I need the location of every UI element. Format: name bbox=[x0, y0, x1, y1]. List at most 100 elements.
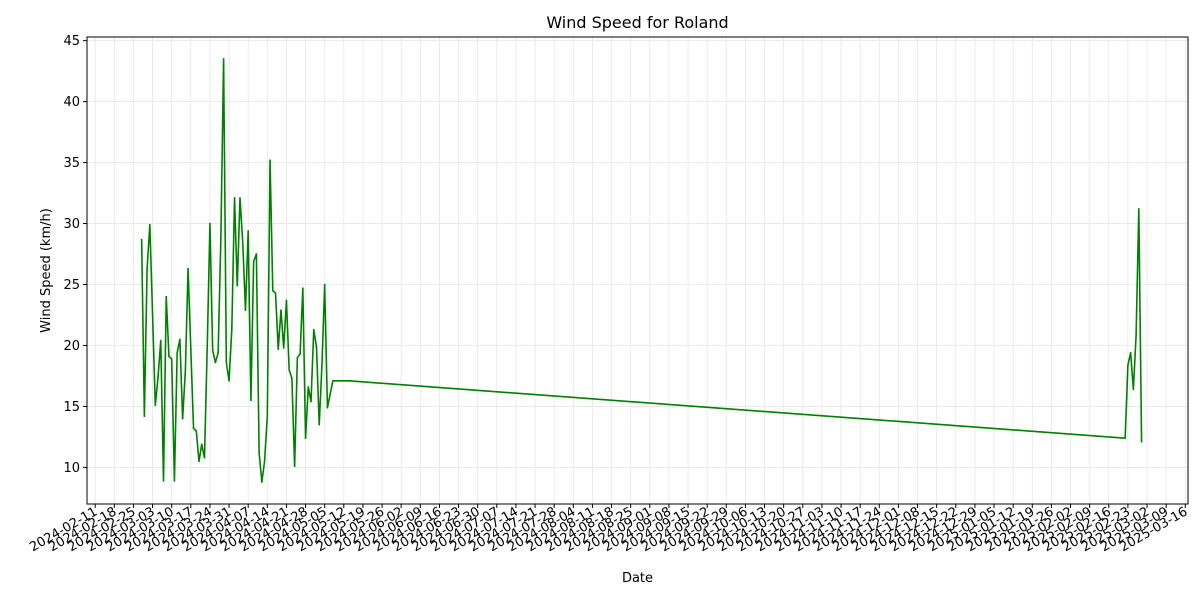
data-point bbox=[340, 380, 342, 382]
data-point bbox=[334, 380, 337, 382]
data-point bbox=[321, 364, 323, 366]
data-point bbox=[302, 287, 304, 289]
data-point bbox=[296, 356, 299, 359]
data-point bbox=[250, 399, 252, 402]
data-point bbox=[217, 352, 219, 354]
data-point bbox=[200, 443, 203, 446]
y-tick-label: 40 bbox=[63, 95, 80, 110]
y-axis-title: Wind Speed (km/h) bbox=[39, 208, 54, 333]
data-point bbox=[228, 380, 230, 382]
data-point bbox=[176, 352, 178, 354]
y-tick-label: 45 bbox=[63, 34, 80, 49]
data-point bbox=[1135, 334, 1137, 337]
y-tick-label: 10 bbox=[63, 461, 80, 476]
data-point bbox=[266, 415, 269, 418]
data-point bbox=[173, 480, 176, 482]
data-point bbox=[206, 347, 209, 349]
data-point bbox=[149, 223, 151, 226]
data-point bbox=[277, 348, 280, 350]
data-point bbox=[154, 404, 157, 407]
data-point bbox=[168, 355, 170, 358]
data-point bbox=[184, 370, 187, 372]
data-point bbox=[198, 460, 200, 463]
y-tick-label: 20 bbox=[63, 339, 80, 354]
data-point bbox=[348, 380, 351, 382]
plot-frame bbox=[86, 36, 1189, 505]
data-point bbox=[146, 267, 148, 270]
data-point bbox=[310, 400, 312, 403]
y-axis: 10 15 20 25 30 35 40 45 bbox=[63, 34, 87, 476]
data-point bbox=[326, 406, 329, 409]
data-point bbox=[222, 58, 225, 60]
data-point bbox=[211, 349, 214, 352]
data-point bbox=[252, 260, 255, 263]
data-point bbox=[271, 289, 274, 292]
grid-layer bbox=[87, 37, 1188, 504]
data-point bbox=[181, 417, 184, 420]
data-point bbox=[263, 460, 266, 463]
data-point bbox=[233, 197, 236, 199]
data-point bbox=[203, 456, 206, 459]
data-point bbox=[343, 380, 345, 382]
data-point bbox=[293, 465, 296, 468]
data-point bbox=[214, 361, 217, 364]
data-point bbox=[162, 480, 165, 482]
data-point bbox=[345, 380, 348, 382]
data-point bbox=[288, 369, 290, 371]
data-point bbox=[187, 267, 189, 270]
x-axis: 2024-02-112024-02-182024-02-252024-03-03… bbox=[27, 504, 1190, 555]
chart-title: Wind Speed for Roland bbox=[546, 13, 728, 32]
y-tick-label: 35 bbox=[63, 156, 80, 171]
data-point bbox=[247, 230, 249, 232]
data-point bbox=[190, 348, 192, 350]
data-point bbox=[1140, 441, 1143, 443]
data-point bbox=[261, 481, 263, 483]
data-point bbox=[258, 451, 260, 454]
data-point bbox=[312, 328, 315, 331]
data-point bbox=[329, 393, 331, 396]
data-point bbox=[140, 238, 143, 241]
data-point bbox=[332, 380, 334, 382]
data-point bbox=[1127, 364, 1129, 366]
series-layer bbox=[140, 58, 1143, 483]
data-point bbox=[157, 376, 159, 378]
data-point bbox=[291, 377, 293, 380]
data-point bbox=[315, 345, 318, 348]
data-point bbox=[195, 430, 198, 432]
data-point bbox=[209, 222, 211, 225]
data-point bbox=[179, 338, 181, 341]
data-point bbox=[220, 237, 222, 239]
data-point bbox=[282, 347, 285, 349]
data-point bbox=[159, 339, 162, 342]
data-point bbox=[244, 309, 247, 311]
data-point bbox=[143, 415, 146, 418]
data-point bbox=[225, 361, 228, 364]
data-point bbox=[337, 380, 340, 382]
data-point bbox=[299, 353, 301, 355]
data-point bbox=[165, 295, 168, 298]
x-axis-title: Date bbox=[622, 571, 653, 586]
data-point bbox=[280, 309, 282, 311]
data-point bbox=[1138, 208, 1140, 210]
data-point bbox=[1132, 388, 1135, 391]
data-point bbox=[318, 423, 321, 426]
data-point bbox=[192, 427, 195, 430]
data-point bbox=[323, 283, 326, 286]
data-point bbox=[269, 159, 271, 161]
data-point bbox=[307, 386, 310, 388]
data-point bbox=[285, 299, 288, 302]
data-point bbox=[170, 358, 173, 360]
y-tick-label: 25 bbox=[63, 278, 80, 293]
data-point bbox=[151, 314, 154, 316]
data-point bbox=[231, 328, 233, 331]
data-point bbox=[1124, 437, 1126, 439]
series-line bbox=[140, 58, 1143, 483]
data-point bbox=[239, 197, 241, 199]
data-point bbox=[274, 292, 277, 294]
y-tick-label: 30 bbox=[63, 217, 80, 232]
data-point bbox=[241, 241, 244, 243]
data-point bbox=[255, 253, 258, 255]
data-point bbox=[304, 437, 307, 439]
